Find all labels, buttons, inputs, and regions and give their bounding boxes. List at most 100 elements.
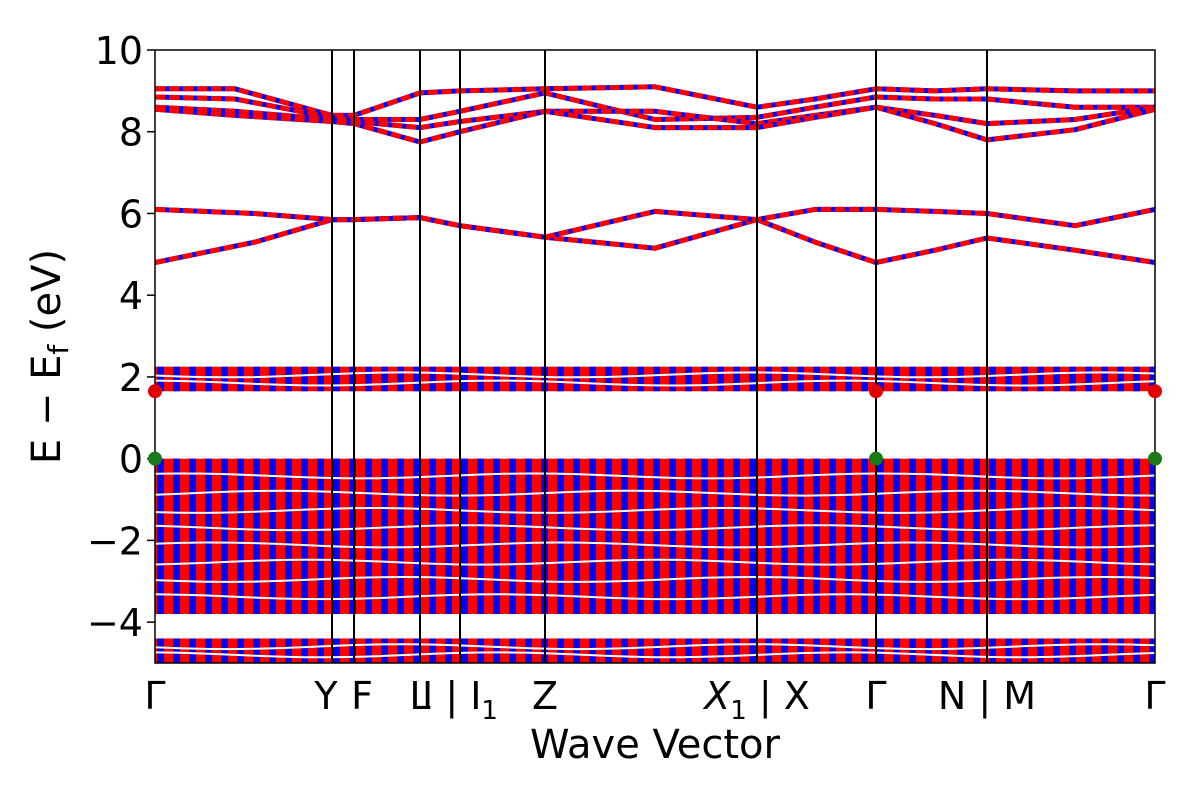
band-region-stripe [733, 638, 740, 663]
band-region-stripe [461, 638, 468, 663]
band-region-stripe [893, 638, 900, 663]
band-gap-line [155, 558, 1155, 566]
band-region-stripe [941, 458, 948, 614]
band-region-stripe [829, 366, 836, 392]
band-region-stripe [205, 458, 212, 614]
band-region-stripe [941, 366, 948, 392]
band-region-stripe [173, 458, 180, 614]
band-region-stripe [221, 366, 228, 392]
band-region-stripe [301, 366, 308, 392]
band-line-dashed [155, 84, 1155, 118]
band-region-stripe [349, 366, 356, 392]
band-region-stripe [797, 366, 804, 392]
band-region-stripe [861, 638, 868, 663]
vbm-marker [869, 451, 883, 466]
band-region-stripe [653, 458, 660, 614]
band-region-stripe [301, 638, 308, 663]
x-tick-label: Γ [1144, 674, 1165, 718]
band-region-stripe [333, 366, 340, 392]
band-region-stripe [797, 458, 804, 614]
band-line-dashed [155, 206, 1155, 240]
band-region-stripe [157, 366, 164, 392]
cbm-marker [148, 384, 162, 399]
x-tick-label: I | I1 [422, 674, 498, 726]
band-region-stripe [669, 638, 676, 663]
band-region-stripe [941, 638, 948, 663]
high-symmetry-lines [331, 50, 988, 663]
band-region-stripe [813, 638, 820, 663]
band-region-stripe [781, 638, 788, 663]
band-region-stripe [317, 638, 324, 663]
band-region-stripe [1101, 638, 1108, 663]
band-region-stripe [381, 458, 388, 614]
band-region-stripe [1133, 458, 1140, 614]
band-region-stripe [1085, 638, 1092, 663]
band-region-stripe [1101, 366, 1108, 392]
band-region-stripe [669, 366, 676, 392]
band-region-stripe [813, 458, 820, 614]
band-region-stripe [173, 366, 180, 392]
band-region-stripe [445, 638, 452, 663]
band-region-stripe [333, 458, 340, 614]
x-tick-label: L [409, 674, 430, 718]
cbm-marker [869, 384, 883, 399]
y-axis-label-sub: f [42, 344, 75, 355]
band-region-stripe [605, 638, 612, 663]
band-region-stripe [173, 638, 180, 663]
y-tick-label: 2 [119, 356, 143, 400]
band-region-stripe [1037, 638, 1044, 663]
band-gap-line [155, 643, 1155, 651]
band-region-stripe [717, 458, 724, 614]
band-region-stripe [493, 366, 500, 392]
y-tick-label: −2 [87, 519, 143, 563]
band-region-stripe [1069, 366, 1076, 392]
x-tick-label: Y [313, 674, 338, 718]
band-region-stripe [317, 366, 324, 392]
band-gap-line [155, 541, 1155, 549]
band-region-stripe [557, 458, 564, 614]
band-region-stripe [1053, 366, 1060, 392]
band-region-stripe [1133, 366, 1140, 392]
band-region-stripe [781, 458, 788, 614]
band-region-stripe [733, 458, 740, 614]
band-region-stripe [221, 638, 228, 663]
band-region-stripe [349, 458, 356, 614]
band-region-stripe [605, 366, 612, 392]
band-region-stripe [205, 638, 212, 663]
band-region-stripe [893, 458, 900, 614]
band-region-stripe [269, 366, 276, 392]
band-region-stripe [685, 638, 692, 663]
band-region-stripe [1037, 458, 1044, 614]
band-gap-line [155, 593, 1155, 601]
band-region-stripe [845, 638, 852, 663]
band-region-stripe [397, 458, 404, 614]
band-region-stripe [637, 366, 644, 392]
band-region-stripe [1085, 458, 1092, 614]
band-region-stripe [685, 458, 692, 614]
band-region-stripe [589, 638, 596, 663]
band-region-stripe [1037, 366, 1044, 392]
band-region-stripe [845, 366, 852, 392]
band-gap-line [155, 524, 1155, 532]
band-group [155, 84, 1155, 663]
band-gap-line [155, 379, 1155, 387]
x-tick-label-main: I | I [422, 674, 481, 719]
band-region-stripe [509, 458, 516, 614]
band-region-stripe [701, 458, 708, 614]
band-region-stripe [925, 638, 932, 663]
y-tick-label: 6 [119, 192, 143, 236]
band-region-stripe [589, 458, 596, 614]
band-region-stripe [269, 638, 276, 663]
band-region-stripe [637, 638, 644, 663]
band-region-stripe [285, 366, 292, 392]
band-region-stripe [573, 638, 580, 663]
band-region-stripe [877, 638, 884, 663]
band-region-stripe [253, 458, 260, 614]
x-tick-label: Z [532, 674, 558, 718]
band-region-stripe [957, 458, 964, 614]
band-region-stripe [813, 366, 820, 392]
band-region-stripe [1021, 638, 1028, 663]
band-region-stripe [573, 458, 580, 614]
x-tick-label-tail: | X [747, 674, 810, 719]
band-region-stripe [621, 638, 628, 663]
